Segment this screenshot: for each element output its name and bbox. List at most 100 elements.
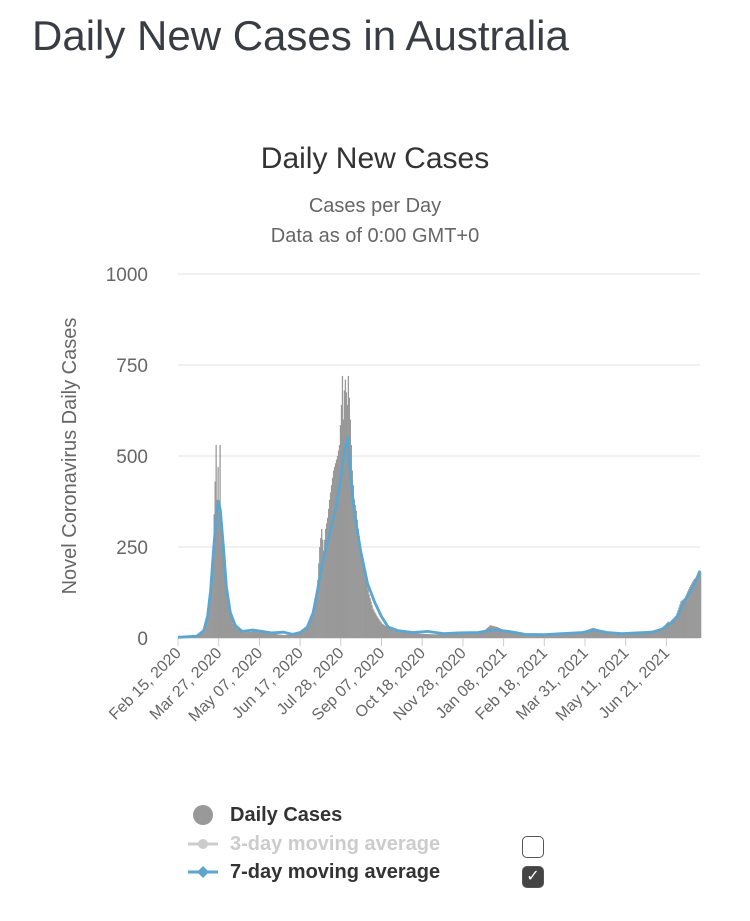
bar-daily-cases: [696, 577, 698, 638]
bar-daily-cases: [690, 585, 692, 638]
bar-daily-cases: [372, 608, 374, 638]
bar-daily-cases: [692, 581, 694, 638]
bar-daily-cases: [236, 628, 238, 638]
bar-daily-cases: [569, 632, 572, 638]
bar-daily-cases: [610, 632, 612, 638]
bar-daily-cases: [656, 629, 658, 638]
bar-daily-cases: [633, 632, 636, 638]
bar-daily-cases: [415, 633, 418, 638]
bar-daily-cases: [299, 632, 301, 638]
bar-daily-cases: [686, 593, 688, 638]
bar-daily-cases: [549, 633, 551, 638]
bar-daily-cases: [430, 634, 432, 638]
bar-daily-cases: [242, 632, 244, 638]
bar-daily-cases: [341, 375, 344, 638]
bar-daily-cases: [342, 419, 345, 638]
bar-daily-cases: [463, 633, 465, 638]
bar-daily-cases: [454, 633, 456, 638]
bar-daily-cases: [216, 499, 218, 638]
x-tick-label: Jun 21, 2021: [596, 645, 674, 723]
bar-daily-cases: [531, 634, 533, 638]
legend-item-daily-cases[interactable]: Daily Cases: [188, 802, 342, 828]
legend-item-7day-average[interactable]: 7-day moving average: [188, 859, 440, 885]
bar-daily-cases: [665, 623, 667, 638]
bar-daily-cases: [697, 576, 699, 638]
bar-daily-cases: [338, 445, 341, 638]
bar-daily-cases: [357, 528, 359, 638]
bar-daily-cases: [224, 572, 226, 638]
bar-daily-cases: [268, 633, 271, 638]
bar-daily-cases: [235, 627, 237, 638]
bar-daily-cases: [327, 508, 330, 638]
bar-daily-cases: [350, 445, 352, 638]
bar-daily-cases: [214, 481, 216, 638]
checkbox-3day-average[interactable]: [522, 836, 544, 858]
bar-daily-cases: [481, 631, 484, 638]
bar-daily-cases: [381, 623, 383, 638]
y-tick-label: 250: [116, 538, 148, 559]
bar-daily-cases: [595, 628, 597, 638]
bar-daily-cases: [229, 610, 231, 638]
legend-marker-3day-average: [188, 839, 218, 849]
bar-daily-cases: [259, 632, 262, 638]
bar-daily-cases: [328, 499, 331, 638]
bar-daily-cases: [458, 633, 460, 638]
bar-daily-cases: [571, 632, 574, 638]
bar-daily-cases: [278, 634, 280, 638]
bar-daily-cases: [626, 632, 629, 638]
bar-daily-cases: [657, 629, 659, 638]
bar-daily-cases: [306, 627, 308, 638]
bar-daily-cases: [437, 634, 439, 638]
bar-daily-cases: [324, 539, 326, 638]
bar-daily-cases: [339, 425, 342, 638]
bar-daily-cases: [467, 633, 469, 638]
bar-daily-cases: [395, 630, 397, 638]
bar-daily-cases: [364, 574, 366, 638]
bar-daily-cases: [317, 579, 319, 638]
bar-daily-cases: [287, 634, 289, 638]
bar-daily-cases: [423, 633, 426, 638]
bar-daily-cases: [438, 634, 440, 638]
bar-daily-cases: [244, 632, 246, 638]
bar-daily-cases: [689, 587, 691, 638]
bar-daily-cases: [475, 632, 477, 638]
bar-daily-cases: [645, 631, 648, 638]
legend-label-3day-average: 3-day moving average: [230, 832, 441, 855]
bar-daily-cases: [476, 632, 479, 638]
chart-title: Daily New Cases: [260, 142, 490, 175]
bar-daily-cases: [662, 627, 664, 638]
bar-daily-cases: [289, 634, 291, 638]
bar-daily-cases: [554, 633, 557, 638]
bar-daily-cases: [406, 631, 409, 638]
y-tick-label: 750: [116, 356, 148, 377]
bar-daily-cases: [346, 405, 349, 638]
bar-daily-cases: [676, 613, 678, 638]
bar-daily-cases: [368, 594, 370, 638]
bar-daily-cases: [478, 632, 481, 638]
bar-daily-cases: [321, 528, 323, 638]
bar-daily-cases: [612, 632, 614, 638]
bar-daily-cases: [307, 627, 309, 638]
bar-daily-cases: [315, 601, 317, 638]
bar-daily-cases: [409, 632, 412, 638]
bar-daily-cases: [604, 631, 606, 638]
bar-daily-cases: [586, 629, 588, 638]
bar-daily-cases: [530, 634, 532, 638]
checkbox-7day-average[interactable]: ✓: [522, 866, 544, 888]
bar-daily-cases: [295, 633, 297, 638]
bar-daily-cases: [639, 631, 642, 638]
bar-daily-cases: [667, 621, 669, 638]
bar-daily-cases: [547, 633, 549, 638]
bar-daily-cases: [573, 632, 575, 638]
bar-daily-cases: [459, 633, 461, 638]
bar-daily-cases: [550, 633, 553, 638]
bar-daily-cases: [698, 574, 700, 638]
bar-daily-cases: [222, 550, 224, 638]
bar-daily-cases: [611, 632, 613, 638]
bar-daily-cases: [361, 557, 363, 638]
bar-daily-cases: [606, 631, 608, 638]
bar-daily-cases: [392, 630, 394, 638]
legend-item-3day-average[interactable]: 3-day moving average: [188, 831, 440, 857]
bar-daily-cases: [296, 633, 298, 638]
bar-daily-cases: [303, 630, 305, 638]
